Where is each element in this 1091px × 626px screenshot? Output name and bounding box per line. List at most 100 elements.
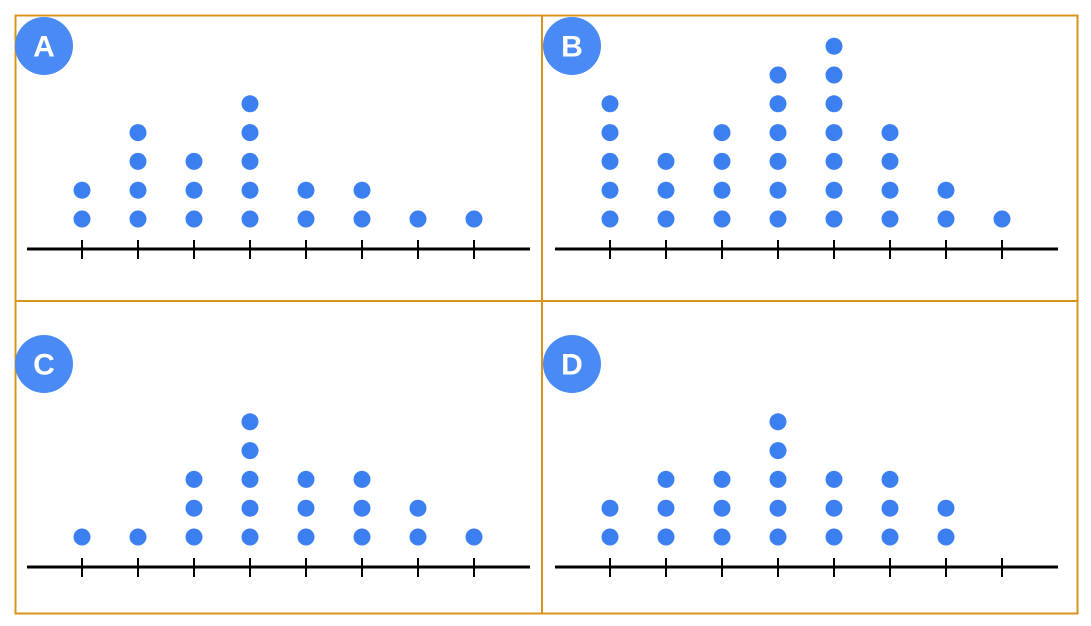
dot <box>409 528 427 546</box>
dot <box>601 181 619 199</box>
dot <box>353 210 371 228</box>
panel-badge <box>543 17 601 75</box>
dot <box>657 181 675 199</box>
dot <box>713 181 731 199</box>
dot <box>769 528 787 546</box>
dot <box>73 181 91 199</box>
dot <box>825 152 843 170</box>
dot <box>297 210 315 228</box>
panel-label: C <box>33 349 55 382</box>
dot <box>601 499 619 517</box>
dot <box>713 470 731 488</box>
dot <box>937 210 955 228</box>
dot <box>129 152 147 170</box>
dot <box>825 499 843 517</box>
dot <box>241 95 259 113</box>
dot <box>241 124 259 142</box>
dot <box>713 210 731 228</box>
dot <box>185 152 203 170</box>
dot <box>825 210 843 228</box>
dot <box>881 181 899 199</box>
dot <box>769 499 787 517</box>
dot <box>409 499 427 517</box>
dot <box>937 528 955 546</box>
dot <box>657 528 675 546</box>
dot <box>185 210 203 228</box>
dot <box>993 210 1011 228</box>
dot <box>657 152 675 170</box>
dot <box>713 124 731 142</box>
dot <box>825 124 843 142</box>
dot <box>769 413 787 431</box>
dot <box>881 124 899 142</box>
dot <box>881 470 899 488</box>
dot <box>601 152 619 170</box>
panel-badge <box>15 17 73 75</box>
dot <box>129 210 147 228</box>
dot <box>297 470 315 488</box>
dot <box>657 210 675 228</box>
dot <box>601 124 619 142</box>
dot <box>241 210 259 228</box>
dot <box>297 499 315 517</box>
dot <box>185 470 203 488</box>
dot <box>825 37 843 55</box>
dot <box>881 152 899 170</box>
dot <box>297 528 315 546</box>
dot <box>185 499 203 517</box>
dot <box>825 528 843 546</box>
dot <box>825 66 843 84</box>
dot <box>241 181 259 199</box>
dot <box>241 528 259 546</box>
dot <box>129 181 147 199</box>
dot <box>881 210 899 228</box>
dot <box>713 528 731 546</box>
dot <box>185 528 203 546</box>
dot <box>465 210 483 228</box>
dot <box>657 470 675 488</box>
panel-label: A <box>33 31 55 64</box>
dot <box>353 499 371 517</box>
dot <box>129 124 147 142</box>
dot <box>657 499 675 517</box>
dot <box>825 470 843 488</box>
dot <box>185 181 203 199</box>
dot <box>73 210 91 228</box>
dot <box>937 181 955 199</box>
dot <box>769 66 787 84</box>
dot <box>881 528 899 546</box>
dot <box>353 181 371 199</box>
dot <box>881 499 899 517</box>
dot <box>713 152 731 170</box>
dot <box>73 528 91 546</box>
dot <box>601 95 619 113</box>
dot <box>601 528 619 546</box>
dot <box>353 528 371 546</box>
panel-badge <box>15 335 73 393</box>
panel-badge <box>543 335 601 393</box>
dot <box>241 499 259 517</box>
dot <box>937 499 955 517</box>
dot <box>825 95 843 113</box>
dot <box>465 528 483 546</box>
dot <box>601 210 619 228</box>
dot <box>825 181 843 199</box>
dot <box>297 181 315 199</box>
outer-frame <box>14 14 1079 615</box>
dot <box>769 124 787 142</box>
dot <box>769 181 787 199</box>
dot <box>769 95 787 113</box>
dot <box>353 470 371 488</box>
dot <box>769 470 787 488</box>
panel-label: B <box>561 31 583 64</box>
dot <box>241 442 259 460</box>
dot <box>241 413 259 431</box>
dot <box>129 528 147 546</box>
dot <box>769 152 787 170</box>
dot <box>409 210 427 228</box>
dot <box>769 210 787 228</box>
panel-label: D <box>561 349 583 382</box>
dot <box>241 152 259 170</box>
dot <box>241 470 259 488</box>
